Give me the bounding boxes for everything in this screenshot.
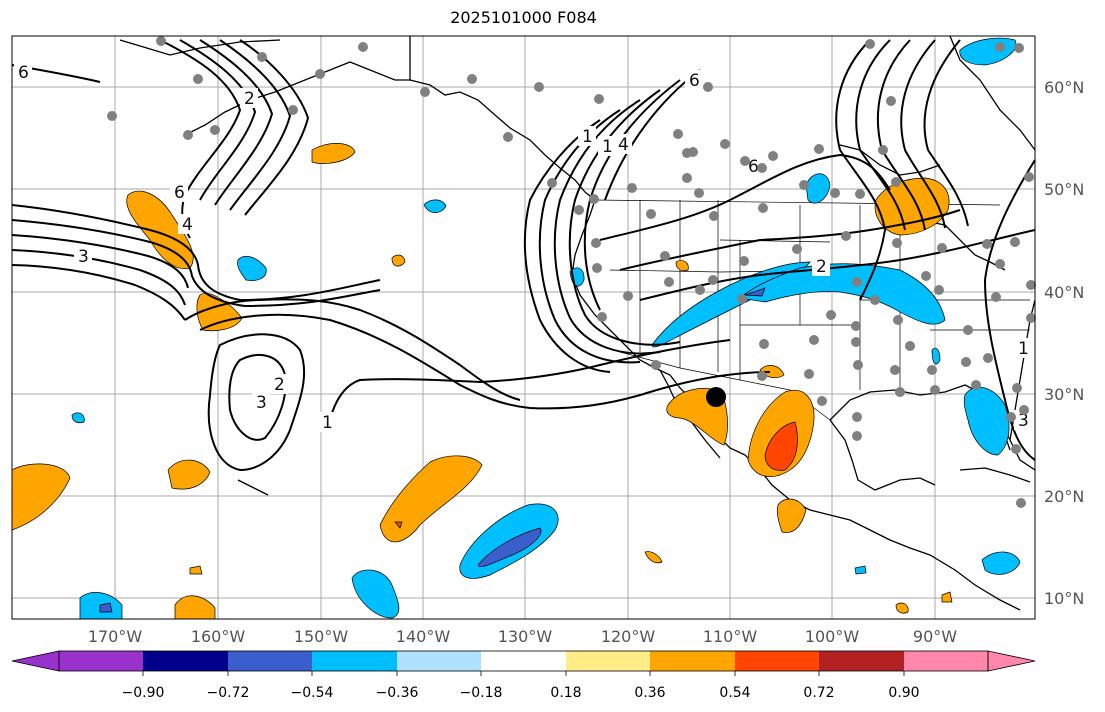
colorbar-extend-high bbox=[987, 650, 1036, 672]
lon-label: 130°W bbox=[498, 627, 553, 646]
positive-anomaly-regions bbox=[11, 143, 953, 620]
lon-label: 140°W bbox=[396, 627, 451, 646]
colorbar-tick: −0.18 bbox=[460, 685, 503, 701]
contour-label: 6 bbox=[18, 63, 29, 83]
contour-label: 1 bbox=[1018, 339, 1029, 359]
colorbar-segment bbox=[228, 651, 312, 671]
lat-label: 20°N bbox=[1044, 487, 1084, 506]
contour-label: 1 bbox=[582, 127, 593, 147]
colorbar-segment bbox=[143, 651, 228, 671]
lon-label: 110°W bbox=[703, 627, 758, 646]
colorbar-segment bbox=[312, 651, 397, 671]
station-dots bbox=[107, 36, 1036, 508]
lat-label: 10°N bbox=[1044, 589, 1084, 608]
map-frame bbox=[11, 35, 1036, 620]
contour-label: 6 bbox=[748, 157, 759, 177]
lon-label: 100°W bbox=[805, 627, 860, 646]
colorbar-extend-low bbox=[11, 650, 60, 672]
contour-label: 6 bbox=[689, 71, 700, 91]
contour-label: 4 bbox=[182, 215, 193, 235]
map-title: 2025101000 F084 bbox=[450, 8, 597, 27]
lon-label: 150°W bbox=[294, 627, 349, 646]
lat-label: 30°N bbox=[1044, 385, 1084, 404]
contour-label: 4 bbox=[618, 135, 629, 155]
lat-label: 40°N bbox=[1044, 283, 1084, 302]
colorbar-tick: −0.90 bbox=[122, 685, 165, 701]
location-marker bbox=[706, 387, 726, 407]
colorbar-segment bbox=[650, 651, 735, 671]
colorbar-segment bbox=[904, 651, 988, 671]
contour-label: 3 bbox=[256, 393, 267, 413]
longitude-labels: 170°W 160°W 150°W 140°W 130°W 120°W 110°… bbox=[88, 627, 957, 646]
lon-label: 120°W bbox=[601, 627, 656, 646]
colorbar-segment bbox=[397, 651, 481, 671]
lon-label: 160°W bbox=[191, 627, 246, 646]
contour-label: 1 bbox=[322, 413, 333, 433]
lat-label: 60°N bbox=[1044, 78, 1084, 97]
lon-label: 170°W bbox=[88, 627, 143, 646]
colorbar-segment bbox=[481, 651, 566, 671]
colorbar-tick: −0.72 bbox=[207, 685, 250, 701]
contour-label: 2 bbox=[244, 89, 255, 109]
colorbar-segment bbox=[59, 651, 143, 671]
contour-label: 3 bbox=[78, 247, 89, 267]
contour-label: 2 bbox=[816, 257, 827, 277]
contour-labels: 6 3 6 4 2 3 1 1 1 4 6 2 6 2 1 3 bbox=[14, 62, 1032, 433]
colorbar: −0.90 −0.72 −0.54 −0.36 −0.18 0.18 0.36 … bbox=[11, 650, 1036, 701]
colorbar-tick: 0.90 bbox=[888, 685, 919, 701]
contour-label: 1 bbox=[602, 137, 613, 157]
colorbar-tick: 0.54 bbox=[719, 685, 750, 701]
height-contours bbox=[11, 39, 1036, 472]
colorbar-tick: −0.36 bbox=[376, 685, 419, 701]
contour-label: 6 bbox=[174, 183, 185, 203]
colorbar-segment bbox=[819, 651, 904, 671]
colorbar-tick: −0.54 bbox=[291, 685, 334, 701]
contour-label: 2 bbox=[274, 375, 285, 395]
colorbar-segment bbox=[566, 651, 650, 671]
colorbar-segment bbox=[735, 651, 819, 671]
colorbar-tick: 0.36 bbox=[634, 685, 665, 701]
lon-label: 90°W bbox=[913, 627, 957, 646]
latitude-labels: 60°N 50°N 40°N 30°N 20°N 10°N bbox=[1044, 78, 1084, 608]
colorbar-tick: 0.72 bbox=[803, 685, 834, 701]
colorbar-tick: 0.18 bbox=[550, 685, 581, 701]
colorbar-frame bbox=[58, 650, 989, 672]
lat-label: 50°N bbox=[1044, 180, 1084, 199]
contour-label: 3 bbox=[1018, 411, 1029, 431]
